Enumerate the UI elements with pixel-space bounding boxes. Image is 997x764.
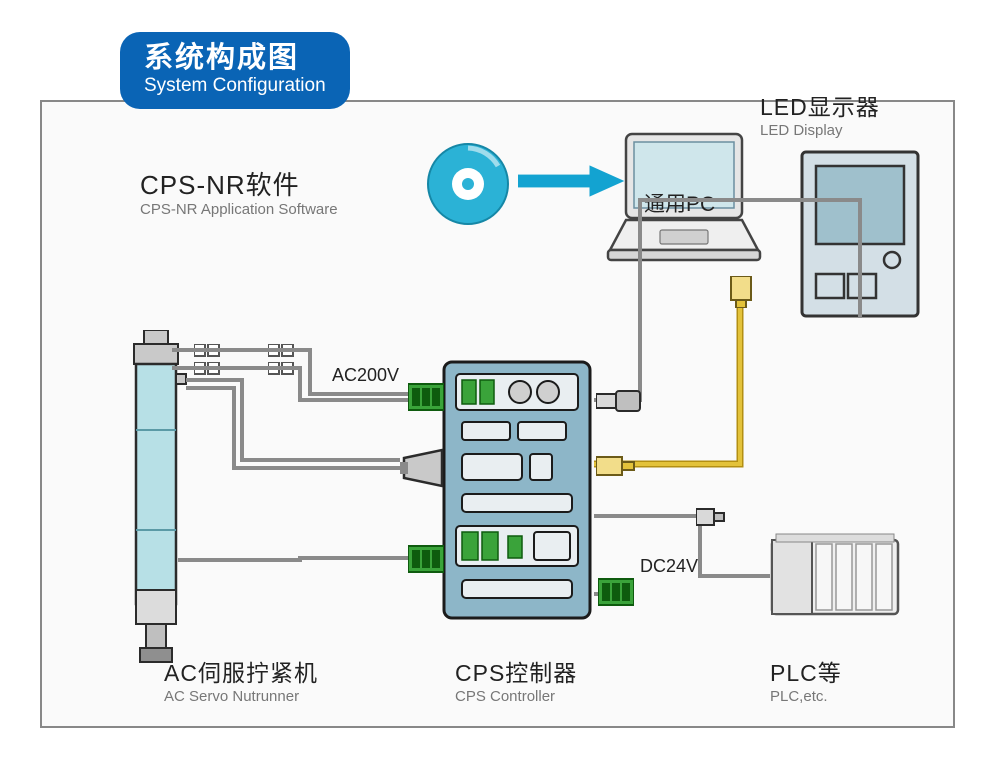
dsub-connector-icon xyxy=(400,448,446,493)
cps-controller-icon xyxy=(442,360,592,620)
lowerleft-terminal-icon xyxy=(408,544,444,574)
plc-plug-icon xyxy=(696,506,726,533)
dc24v-terminal-icon xyxy=(598,577,634,607)
rj45-plug-cps-icon xyxy=(596,454,636,483)
ac200v-terminal-icon xyxy=(408,382,444,412)
rj45-plug-pc-icon xyxy=(728,276,754,313)
plc-icon xyxy=(770,530,900,622)
usb-plug-icon xyxy=(596,390,642,417)
